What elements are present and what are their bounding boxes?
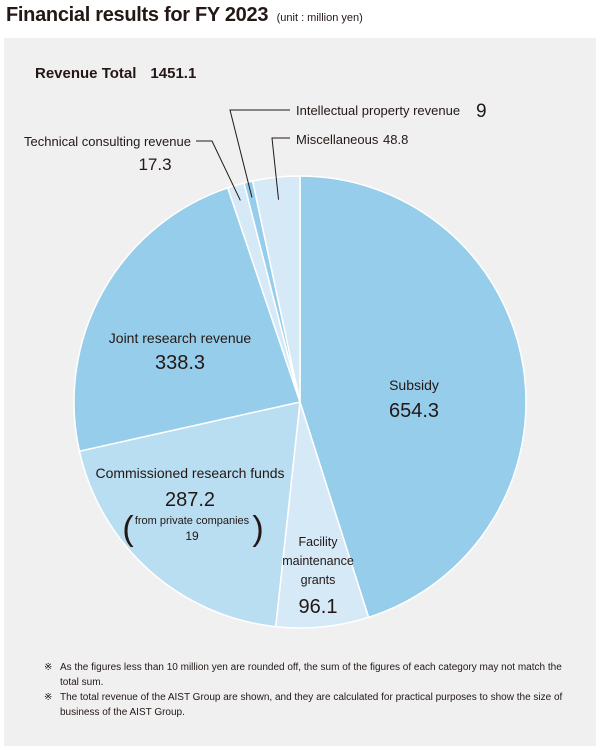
- slice-label-facility: Facility: [299, 535, 339, 549]
- footnote: ※ The total revenue of the AIST Group ar…: [44, 690, 579, 720]
- slice-subvalue-commissioned: 19: [185, 529, 199, 543]
- slice-value-facility: 96.1: [299, 596, 338, 618]
- slice-label-facility: maintenance: [282, 554, 354, 568]
- note-text: The total revenue of the AIST Group are …: [60, 692, 563, 718]
- unit-label: (unit : million yen): [276, 12, 363, 24]
- paren-close: ): [252, 510, 263, 548]
- leader-line-technical: [196, 140, 241, 201]
- slice-value-subsidy: 654.3: [389, 400, 439, 422]
- paren-open: (: [122, 510, 134, 548]
- slice-label-intellectual: Intellectual property revenue: [296, 103, 460, 118]
- slice-value-miscellaneous: 48.8: [383, 132, 408, 147]
- leader-line-miscellaneous: [271, 137, 290, 200]
- slice-label-technical: Technical consulting revenue: [24, 134, 191, 149]
- slice-value-commissioned: 287.2: [165, 489, 215, 511]
- footnote: ※ As the figures less than 10 million ye…: [44, 660, 579, 690]
- page-header: Financial results for FY 2023 (unit : mi…: [6, 4, 363, 27]
- revenue-total-value: 1451.1: [150, 65, 197, 82]
- slice-value-intellectual: 9: [476, 101, 487, 122]
- footnotes: ※ As the figures less than 10 million ye…: [44, 660, 579, 720]
- slice-label-commissioned: Commissioned research funds: [95, 465, 284, 481]
- slice-label-subsidy: Subsidy: [389, 377, 439, 393]
- page-title: Financial results for FY 2023: [6, 4, 269, 26]
- pie-slice-commissioned-research-funds: [78, 401, 301, 628]
- slice-label-joint: Joint research revenue: [109, 330, 252, 346]
- note-mark: ※: [44, 692, 53, 703]
- slice-label-miscellaneous: Miscellaneous: [296, 132, 379, 147]
- slice-value-technical: 17.3: [138, 155, 171, 174]
- leader-line-intellectual: [229, 109, 290, 198]
- revenue-total-label: Revenue Total: [35, 65, 137, 82]
- pie-slice-joint-research-revenue: [73, 186, 301, 453]
- revenue-total: Revenue Total 1451.1: [35, 65, 196, 82]
- pie-slice-subsidy: [299, 175, 527, 619]
- note-text: As the figures less than 10 million yen …: [60, 662, 562, 688]
- slice-value-joint: 338.3: [155, 352, 205, 374]
- slice-sublabel-commissioned: from private companies: [135, 515, 250, 527]
- note-mark: ※: [44, 662, 53, 673]
- slice-label-facility: grants: [301, 573, 336, 587]
